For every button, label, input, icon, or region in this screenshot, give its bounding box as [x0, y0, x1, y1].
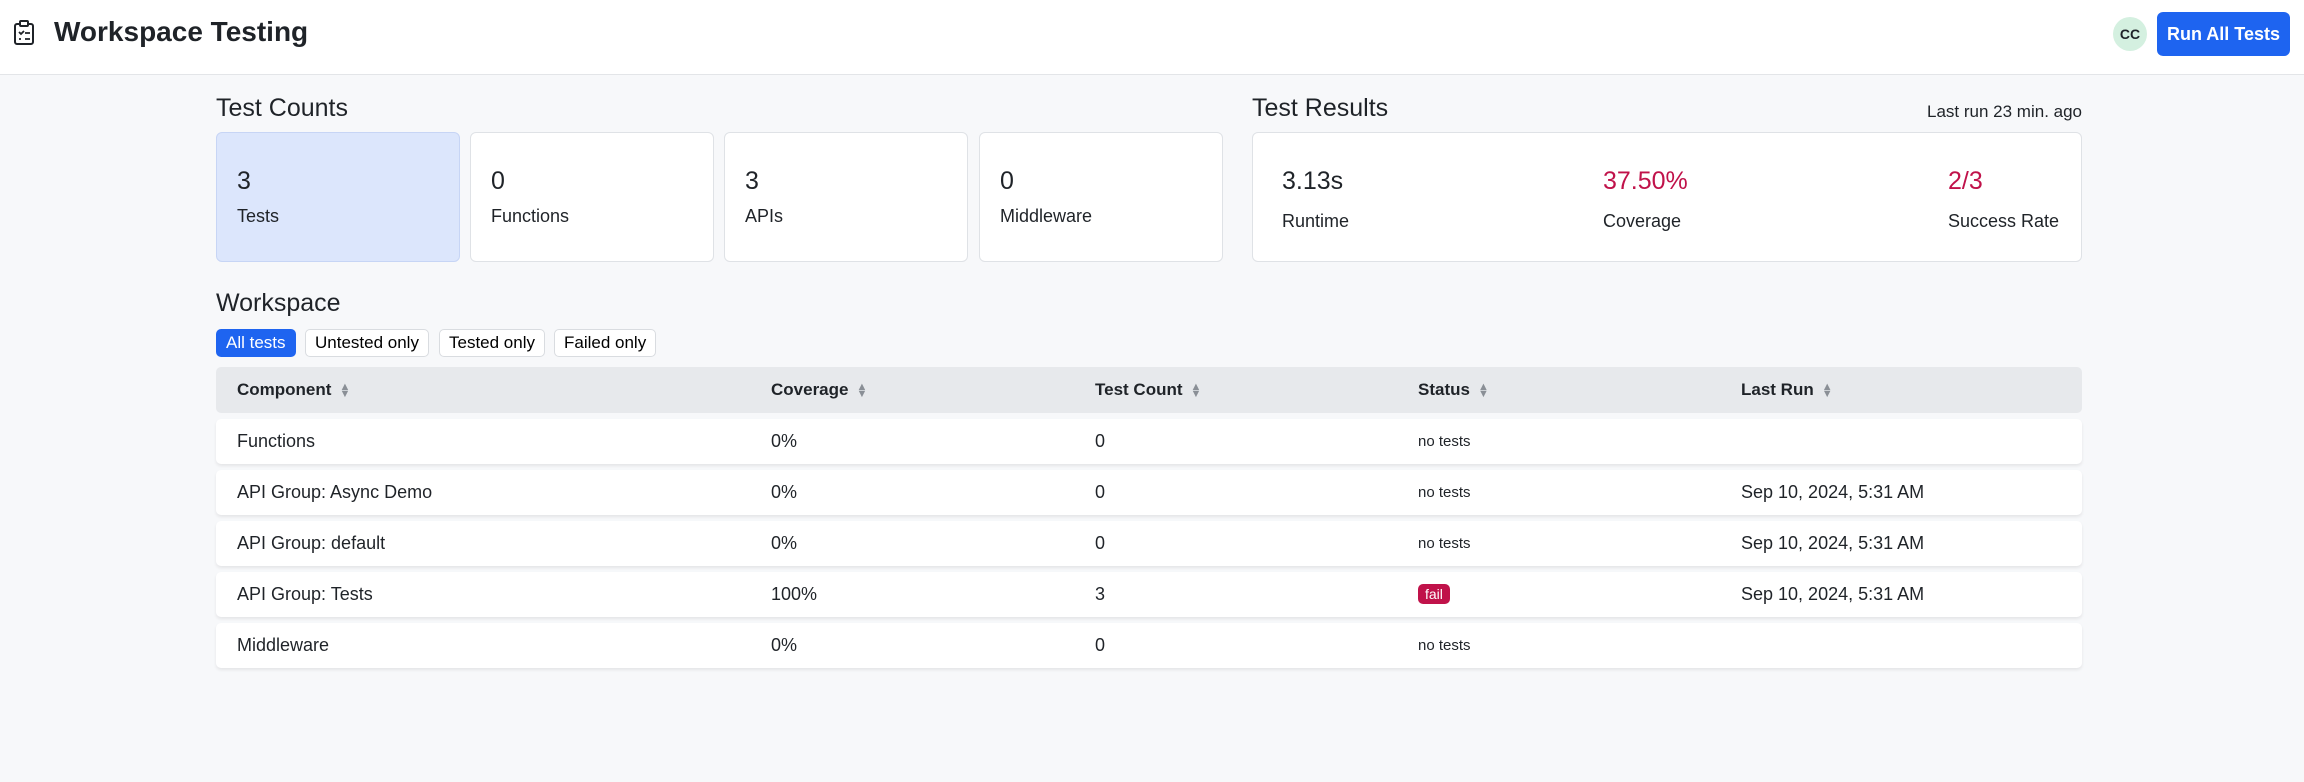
filter-tested-only[interactable]: Tested only [439, 329, 545, 357]
stat-value: 3.13s [1282, 167, 1344, 195]
runtime-stat: 3.13s Runtime [1282, 167, 1349, 232]
cell-component: API Group: Tests [237, 584, 373, 604]
cell-status: no tests [1418, 637, 1471, 654]
cell-last-run: Sep 10, 2024, 5:31 AM [1741, 533, 1925, 553]
page-title: Workspace Testing [54, 16, 309, 47]
stat-label: Success Rate [1948, 211, 2060, 231]
cell-component: API Group: Async Demo [237, 482, 433, 502]
table-row[interactable]: Functions 0% 0 no tests [216, 419, 2082, 464]
table-row[interactable]: API Group: Async Demo 0% 0 no tests Sep 10, … [216, 470, 2082, 515]
column-label: Coverage [771, 380, 849, 399]
column-header-coverage[interactable]: Coverage ▲ ▼ [771, 380, 867, 400]
count-card-functions[interactable]: 0 Functions [470, 132, 714, 262]
test-results-card: 3.13s Runtime 37.50% Coverage 2/3 Success R… [1252, 132, 2082, 262]
coverage-stat: 37.50% Coverage [1603, 167, 1688, 232]
count-value: 3 [237, 167, 251, 195]
stat-value: 37.50% [1603, 167, 1688, 195]
test-results-heading: Test Results [1252, 94, 1389, 122]
cell-coverage: 0% [771, 482, 798, 502]
cell-count: 0 [1095, 635, 1106, 655]
cell-coverage: 0% [771, 431, 798, 451]
cell-last-run: Sep 10, 2024, 5:31 AM [1741, 584, 1925, 604]
cell-status: fail [1418, 584, 1450, 604]
user-avatar[interactable]: CC [2113, 17, 2147, 51]
sort-icon: ▲ ▼ [1477, 380, 1489, 400]
last-run-text: Last run 23 min. ago [1927, 102, 2082, 121]
success-rate-stat: 2/3 Success Rate [1948, 167, 2059, 232]
cell-count: 0 [1095, 482, 1106, 502]
stat-label: Coverage [1603, 211, 1682, 231]
count-card-middleware[interactable]: 0 Middleware [979, 132, 1223, 262]
column-label: Test Count [1095, 380, 1183, 399]
top-bar: Workspace Testing CC Run All Tests [0, 0, 2304, 75]
cell-component: API Group: default [237, 533, 386, 553]
cell-status: no tests [1418, 484, 1471, 501]
count-label: Tests [237, 206, 280, 226]
cell-count: 0 [1095, 533, 1106, 553]
count-value: 3 [745, 167, 759, 195]
workspace-heading: Workspace [216, 289, 341, 317]
count-card-tests[interactable]: 3 Tests [216, 132, 460, 262]
cell-component: Middleware [237, 635, 330, 655]
cell-count: 3 [1095, 584, 1106, 604]
filter-untested-only[interactable]: Untested only [305, 329, 429, 357]
table-row[interactable]: API Group: Tests 100% 3 fail Sep 10, 2024, 5… [216, 572, 2082, 617]
status-badge: fail [1418, 584, 1450, 604]
count-value: 0 [1000, 167, 1014, 195]
sort-icon: ▲ ▼ [339, 380, 351, 400]
sort-icon: ▲ ▼ [856, 380, 868, 400]
cell-count: 0 [1095, 431, 1106, 451]
table-header: Component ▲ ▼ Coverage ▲ ▼ Test Count ▲ ▼ Stat… [216, 367, 2082, 413]
table-row[interactable]: API Group: default 0% 0 no tests Sep 10, 202… [216, 521, 2082, 566]
column-header-status[interactable]: Status ▲ ▼ [1418, 380, 1489, 400]
filter-all-tests[interactable]: All tests [216, 329, 296, 357]
stat-value: 2/3 [1948, 167, 1983, 195]
cell-component: Functions [237, 431, 316, 451]
count-label: Middleware [1000, 206, 1093, 226]
cell-coverage: 0% [771, 533, 798, 553]
cell-last-run: Sep 10, 2024, 5:31 AM [1741, 482, 1925, 502]
cell-status: no tests [1418, 535, 1471, 552]
column-label: Component [237, 380, 332, 399]
sort-icon: ▲ ▼ [1821, 380, 1833, 400]
filter-failed-only[interactable]: Failed only [554, 329, 657, 357]
column-label: Last Run [1741, 380, 1814, 399]
count-label: Functions [491, 206, 570, 226]
column-header-last-run[interactable]: Last Run ▲ ▼ [1741, 380, 1833, 400]
column-label: Status [1418, 380, 1470, 399]
count-card-apis[interactable]: 3 APIs [724, 132, 968, 262]
count-label: APIs [745, 206, 784, 226]
cell-status: no tests [1418, 433, 1471, 450]
test-counts-heading: Test Counts [216, 94, 349, 122]
cell-coverage: 100% [771, 584, 818, 604]
sort-icon: ▲ ▼ [1190, 380, 1202, 400]
column-header-component[interactable]: Component ▲ ▼ [237, 380, 350, 400]
count-value: 0 [491, 167, 505, 195]
cell-coverage: 0% [771, 635, 798, 655]
run-all-tests-button[interactable]: Run All Tests [2157, 12, 2290, 56]
column-header-test-count[interactable]: Test Count ▲ ▼ [1095, 380, 1201, 400]
clipboard-list-icon [14, 20, 34, 45]
stat-label: Runtime [1282, 211, 1350, 231]
table-row[interactable]: Middleware 0% 0 no tests [216, 623, 2082, 668]
